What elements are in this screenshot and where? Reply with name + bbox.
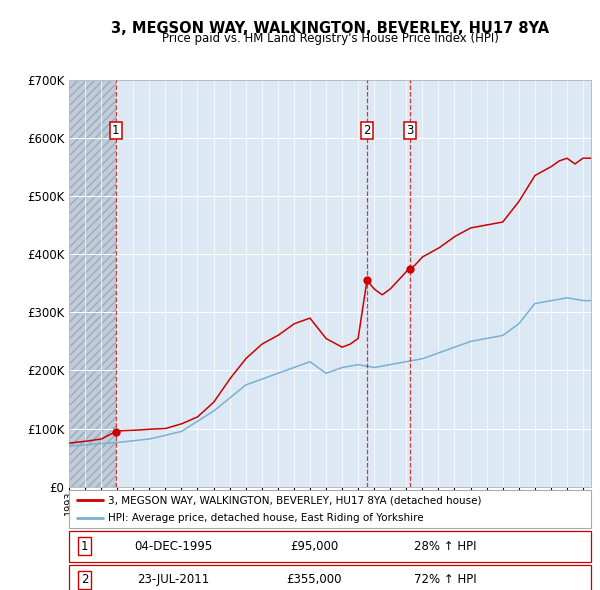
Text: 1: 1	[81, 540, 88, 553]
Text: 2: 2	[81, 573, 88, 586]
Text: HPI: Average price, detached house, East Riding of Yorkshire: HPI: Average price, detached house, East…	[108, 513, 424, 523]
Text: 3, MEGSON WAY, WALKINGTON, BEVERLEY, HU17 8YA: 3, MEGSON WAY, WALKINGTON, BEVERLEY, HU1…	[111, 21, 549, 35]
FancyBboxPatch shape	[69, 490, 591, 528]
Bar	[69, 80, 116, 487]
Text: £355,000: £355,000	[287, 573, 342, 586]
FancyBboxPatch shape	[69, 531, 591, 562]
Text: 23-JUL-2011: 23-JUL-2011	[137, 573, 209, 586]
FancyBboxPatch shape	[69, 565, 591, 590]
Text: 72% ↑ HPI: 72% ↑ HPI	[413, 573, 476, 586]
Text: 2: 2	[363, 124, 371, 137]
Text: Price paid vs. HM Land Registry's House Price Index (HPI): Price paid vs. HM Land Registry's House …	[161, 32, 499, 45]
Text: 04-DEC-1995: 04-DEC-1995	[134, 540, 212, 553]
Text: 28% ↑ HPI: 28% ↑ HPI	[413, 540, 476, 553]
Text: 3: 3	[407, 124, 414, 137]
Text: £95,000: £95,000	[290, 540, 338, 553]
Text: 1: 1	[112, 124, 119, 137]
Text: 3, MEGSON WAY, WALKINGTON, BEVERLEY, HU17 8YA (detached house): 3, MEGSON WAY, WALKINGTON, BEVERLEY, HU1…	[108, 496, 482, 506]
